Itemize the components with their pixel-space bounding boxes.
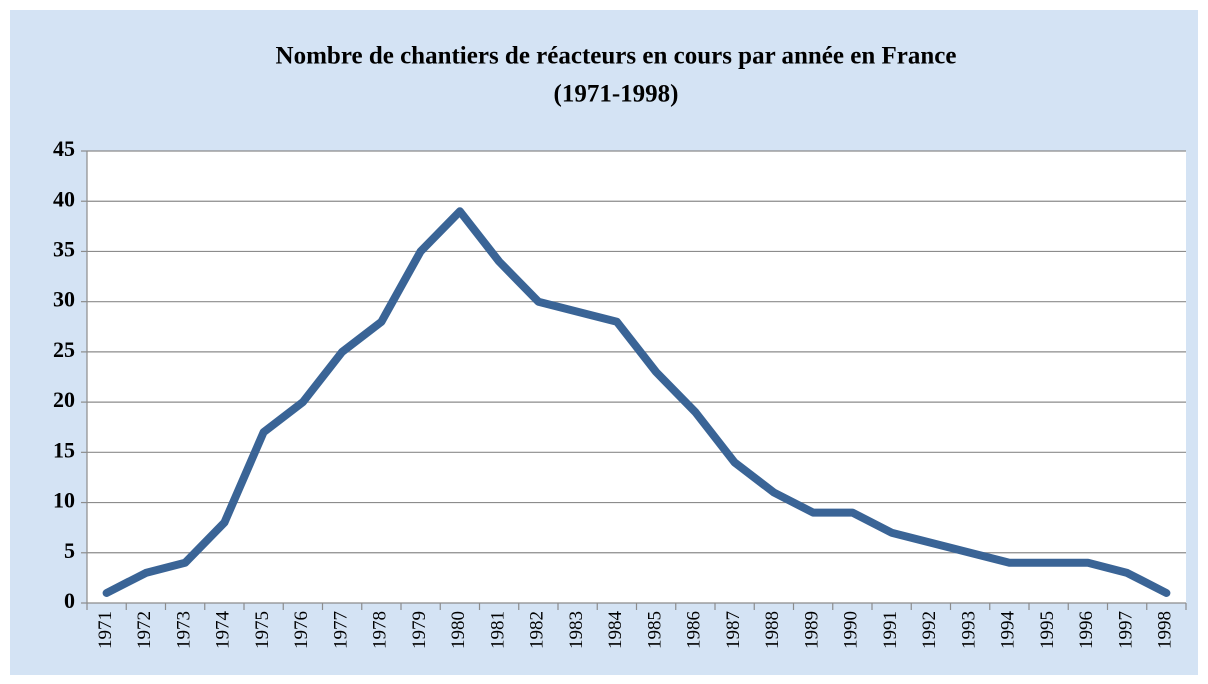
x-tick-label: 1977 — [330, 611, 351, 649]
plot-area — [87, 151, 1186, 603]
x-tick-label: 1982 — [527, 611, 548, 649]
y-tick-label: 45 — [53, 136, 75, 161]
y-tick-label: 25 — [53, 337, 75, 362]
y-tick-label: 15 — [53, 437, 75, 462]
y-tick-label: 20 — [53, 387, 75, 412]
x-tick-label: 1981 — [487, 611, 508, 649]
x-tick-label: 1991 — [880, 611, 901, 649]
x-tick-label: 1993 — [958, 611, 979, 649]
x-tick-label: 1972 — [134, 611, 155, 649]
x-tick-label: 1973 — [173, 611, 194, 649]
x-tick-label: 1987 — [723, 611, 744, 649]
x-tick-label: 1983 — [566, 611, 587, 649]
chart-title: (1971-1998) — [554, 81, 679, 108]
x-tick-label: 1985 — [644, 611, 665, 649]
x-tick-label: 1988 — [762, 611, 783, 649]
x-tick-label: 1980 — [448, 611, 469, 649]
x-tick-label: 1997 — [1115, 611, 1136, 649]
y-tick-label: 10 — [53, 488, 75, 513]
y-tick-label: 30 — [53, 287, 75, 312]
y-tick-label: 40 — [53, 186, 75, 211]
x-tick-label: 1984 — [605, 611, 626, 650]
x-tick-label: 1978 — [370, 611, 391, 649]
y-tick-label: 35 — [53, 236, 75, 261]
x-tick-label: 1996 — [1076, 611, 1097, 649]
x-tick-label: 1971 — [95, 611, 116, 649]
x-tick-label: 1992 — [919, 611, 940, 649]
x-tick-label: 1975 — [252, 611, 273, 649]
x-tick-label: 1979 — [409, 611, 430, 649]
y-tick-label: 5 — [64, 538, 75, 563]
chart-title: Nombre de chantiers de réacteurs en cour… — [276, 43, 957, 70]
x-tick-label: 1976 — [291, 611, 312, 649]
x-tick-label: 1986 — [684, 611, 705, 649]
x-tick-label: 1995 — [1037, 611, 1058, 649]
x-tick-label: 1994 — [998, 611, 1019, 650]
x-tick-label: 1990 — [841, 611, 862, 649]
x-tick-label: 1974 — [213, 611, 234, 650]
x-tick-label: 1989 — [801, 611, 822, 649]
y-tick-label: 0 — [64, 588, 75, 613]
x-tick-label: 1998 — [1155, 611, 1176, 649]
data-line — [102, 207, 1171, 597]
